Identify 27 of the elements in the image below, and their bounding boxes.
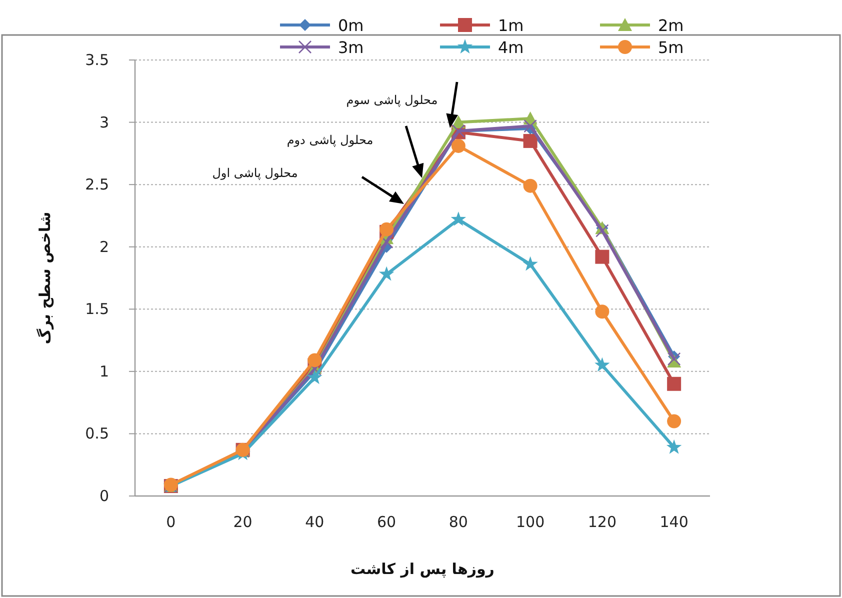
y-tick-label: 3.5 — [85, 51, 109, 69]
y-tick-label: 0 — [99, 487, 109, 505]
x-tick-label: 20 — [233, 513, 252, 531]
x-tick-label: 100 — [516, 513, 545, 531]
x-axis-title: روزها پس از کاشت — [350, 560, 494, 578]
x-tick-label: 80 — [448, 513, 468, 531]
y-tick-label: 1 — [99, 362, 109, 380]
x-tick-label: 120 — [588, 513, 617, 531]
y-axis-title: شاخص سطح برگ — [36, 212, 54, 344]
x-tick-label: 60 — [377, 513, 396, 531]
y-tick-label: 1.5 — [85, 300, 109, 318]
annotation: محلول پاشی اول — [212, 166, 298, 180]
legend-label: 0m — [338, 16, 364, 35]
x-tick-label: 0 — [166, 513, 176, 531]
y-tick-label: 3 — [99, 113, 109, 132]
legend-label: 2m — [658, 16, 684, 35]
legend-label: 4m — [498, 38, 524, 57]
y-tick-label: 2 — [99, 238, 109, 256]
x-tick-label: 140 — [660, 513, 688, 531]
legend-label: 1m — [498, 16, 524, 35]
y-tick-label: 2.5 — [85, 176, 109, 194]
annotation: محلول پاشی سوم — [346, 93, 438, 107]
legend-label: 5m — [658, 38, 684, 57]
annotation: محلول پاشی دوم — [286, 133, 374, 147]
legend-label: 3m — [338, 38, 364, 57]
y-tick-label: 0.5 — [85, 424, 109, 443]
x-tick-label: 40 — [305, 513, 324, 531]
